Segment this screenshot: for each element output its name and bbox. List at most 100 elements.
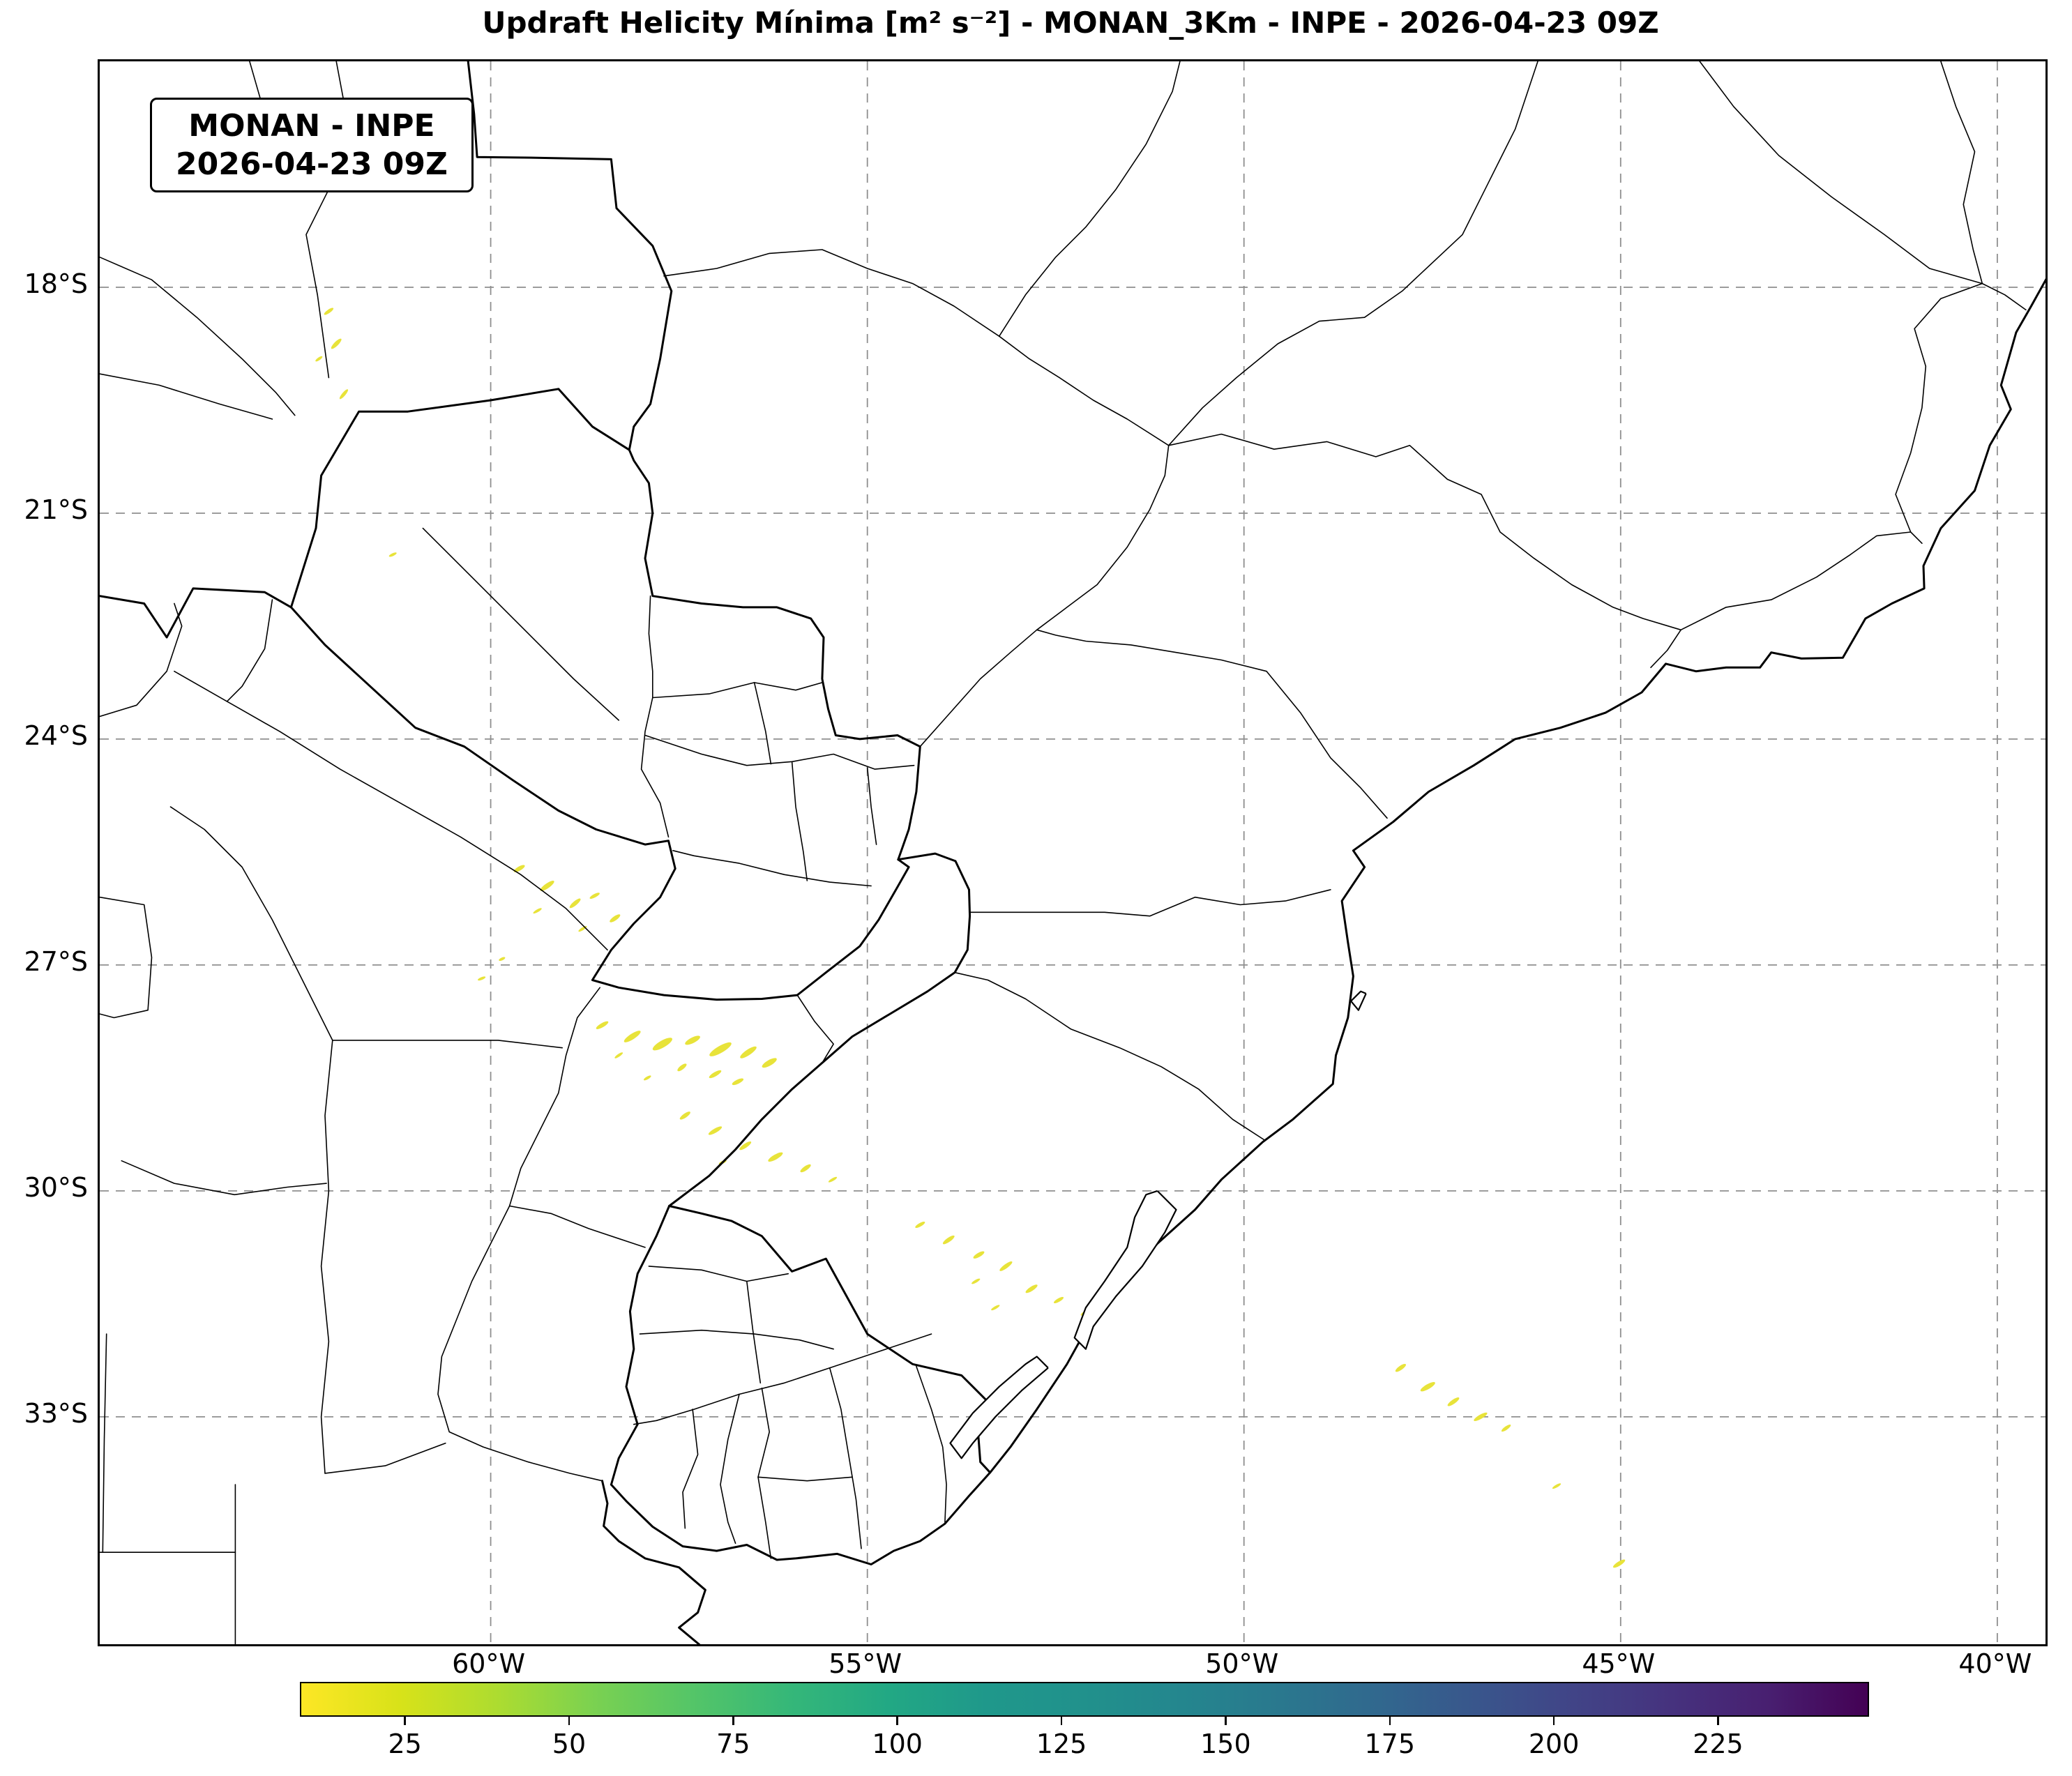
border-bahia-minas-east bbox=[1940, 61, 1983, 284]
uh-scatter-mark bbox=[596, 1021, 609, 1029]
border-santiago-chaco bbox=[169, 806, 333, 1041]
border-rio-minas bbox=[1680, 531, 1923, 631]
rio-bermejo-formosa-chaco bbox=[174, 670, 608, 951]
colorbar-tick-label: 200 bbox=[1528, 1729, 1580, 1759]
border-santafe-cordoba bbox=[320, 1040, 333, 1474]
border-salta-formosa bbox=[226, 599, 273, 702]
paraguay-dept-concepcion bbox=[651, 682, 823, 699]
border-goias-minas bbox=[1167, 61, 1538, 446]
uh-scatter-mark bbox=[644, 1075, 651, 1081]
uruguay-dept-paysandu-line bbox=[639, 1329, 834, 1350]
paraguay-dept-amambay bbox=[753, 682, 772, 765]
uh-scatter-mark bbox=[1612, 1559, 1626, 1568]
lat-tick-label: 27°S bbox=[24, 946, 88, 977]
border-jujuy-salta bbox=[100, 602, 183, 718]
uh-scatter-mark bbox=[614, 1052, 623, 1058]
lat-tick-label: 18°S bbox=[24, 268, 88, 299]
lat-tick-label: 33°S bbox=[24, 1397, 88, 1429]
lon-tick-label: 60°W bbox=[452, 1648, 526, 1679]
colorbar-tick bbox=[1717, 1716, 1719, 1725]
uh-scatter-mark bbox=[915, 1221, 925, 1229]
uruguay-dept-florida-east bbox=[757, 1476, 853, 1482]
uh-scatter-mark bbox=[513, 865, 525, 872]
lon-tick-label: 55°W bbox=[829, 1648, 902, 1679]
border-matogrosso-goias bbox=[998, 61, 1181, 337]
timestamp-box: MONAN - INPE 2026-04-23 09Z bbox=[150, 98, 474, 192]
uh-scatter-mark bbox=[709, 1042, 732, 1056]
uruguay-dept-colonia-soriano bbox=[682, 1409, 699, 1529]
uh-scatter-mark bbox=[739, 1141, 752, 1151]
bolivia-chuquisaca-santacruz bbox=[100, 373, 273, 420]
uruguay-dept-lavalleja bbox=[829, 1367, 862, 1549]
lagoa-mirim bbox=[949, 1356, 1049, 1459]
map-svg bbox=[100, 61, 2045, 1644]
uh-scatter-mark bbox=[589, 893, 600, 899]
uh-scatter-mark bbox=[533, 908, 542, 914]
uh-scatter-mark bbox=[388, 552, 397, 557]
paraguay-chaco-dept-line bbox=[422, 527, 620, 721]
colorbar-tick-label: 150 bbox=[1200, 1729, 1251, 1759]
uruguay-dept-tacuarembo-line bbox=[746, 1280, 762, 1384]
lagoa-dos-patos bbox=[1073, 1190, 1177, 1350]
map-canvas: MONAN - INPE 2026-04-23 09Z bbox=[98, 59, 2048, 1646]
paraguay-dept-sanpedro bbox=[644, 734, 915, 770]
rio-parana-ms-sp bbox=[919, 444, 1170, 747]
colorbar-tick-label: 225 bbox=[1693, 1729, 1744, 1759]
lat-tick-label: 24°S bbox=[24, 720, 88, 751]
border-paraguay-brazil bbox=[628, 448, 921, 861]
uruguay-dept-durazno-florida bbox=[757, 1388, 772, 1559]
border-argentina-bolivia bbox=[100, 587, 292, 639]
paraguay-dept-altoparana bbox=[866, 767, 877, 845]
uh-scatter-mark bbox=[740, 1046, 757, 1058]
uh-scatter-mark bbox=[1025, 1284, 1038, 1293]
border-saopaulo-minas bbox=[1167, 433, 1681, 631]
border-bolivia-paraguay bbox=[289, 388, 630, 609]
border-espiritosanto-minas bbox=[1895, 282, 2027, 533]
paraguay-dept-caaguazu bbox=[672, 850, 872, 887]
colorbar-tick bbox=[1389, 1716, 1391, 1725]
uh-scatter-mark bbox=[623, 1031, 641, 1042]
colorbar-tick bbox=[896, 1716, 898, 1725]
uh-scatter-mark bbox=[1447, 1397, 1460, 1406]
uh-scatter-mark bbox=[339, 389, 349, 400]
border-cordoba-santiago bbox=[121, 1160, 327, 1196]
lon-tick-label: 40°W bbox=[1958, 1648, 2032, 1679]
colorbar-tick-label: 75 bbox=[716, 1729, 750, 1759]
colorbar-tick-label: 125 bbox=[1036, 1729, 1087, 1759]
uh-scatter-mark bbox=[1420, 1381, 1435, 1392]
border-matogrosso-ms bbox=[663, 249, 1000, 337]
uh-scatter-mark bbox=[540, 881, 554, 891]
uh-scatter-mark bbox=[679, 1111, 690, 1120]
uh-scatter-mark bbox=[1474, 1412, 1488, 1421]
uh-scatter-mark bbox=[708, 1126, 723, 1135]
border-corrientes-misiones bbox=[796, 994, 834, 1064]
uh-scatter-mark bbox=[1395, 1363, 1406, 1372]
border-saopaulo-rio bbox=[1650, 629, 1681, 669]
uh-scatter-mark bbox=[800, 1164, 811, 1173]
uh-scatter-mark bbox=[762, 1058, 777, 1068]
coastline-brazil-uruguay bbox=[610, 278, 2045, 1565]
colorbar-tick-label: 100 bbox=[872, 1729, 923, 1759]
uh-scatter-mark bbox=[991, 1305, 1000, 1311]
colorbar-tick bbox=[568, 1716, 570, 1725]
border-argentina-brazil bbox=[668, 852, 971, 1207]
uh-scatter-mark bbox=[1501, 1425, 1511, 1432]
uruguay-dept-sanjose bbox=[720, 1393, 740, 1544]
uh-scatter-mark bbox=[499, 957, 506, 962]
colorbar bbox=[300, 1682, 1869, 1717]
figure-title: Updraft Helicity Mínima [m² s⁻²] - MONAN… bbox=[482, 6, 1659, 40]
uh-scatter-mark bbox=[999, 1261, 1013, 1271]
paraguay-dept-canindeyu bbox=[791, 761, 808, 881]
uh-scatter-mark bbox=[677, 1063, 687, 1072]
border-bahia-minas-west bbox=[1699, 61, 1983, 284]
rio-parana-argentina bbox=[437, 987, 603, 1482]
lon-tick-label: 45°W bbox=[1582, 1648, 1656, 1679]
colorbar-tick-label: 50 bbox=[552, 1729, 587, 1759]
uh-scatter-mark bbox=[971, 1278, 981, 1284]
uh-scatter-mark bbox=[324, 308, 334, 315]
uh-scatter-mark bbox=[315, 356, 323, 362]
colorbar-tick bbox=[1225, 1716, 1227, 1725]
rio-paraguay-interior bbox=[640, 595, 670, 838]
border-argentina-paraguay bbox=[289, 606, 910, 1001]
